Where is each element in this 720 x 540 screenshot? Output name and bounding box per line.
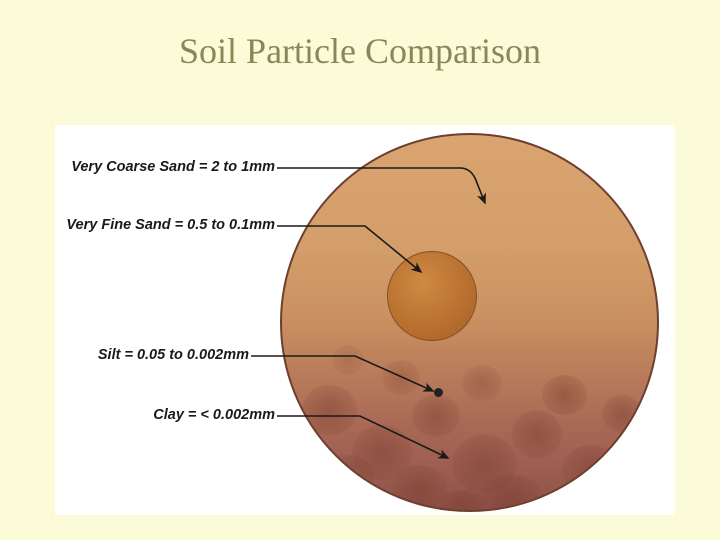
texture-blotch — [582, 465, 630, 505]
main-field-circle — [280, 133, 659, 512]
texture-blotch — [602, 395, 642, 433]
texture-blotch — [412, 395, 460, 437]
label-very-coarse-sand: Very Coarse Sand = 2 to 1mm — [71, 159, 275, 175]
texture-blotch — [382, 360, 420, 395]
texture-blotch — [482, 475, 542, 512]
texture-blotch — [302, 385, 357, 435]
texture-blotch — [322, 455, 374, 500]
diagram-container: Very Coarse Sand = 2 to 1mm Very Fine Sa… — [55, 125, 675, 515]
silt-particle — [434, 388, 443, 397]
texture-blotch — [332, 345, 364, 375]
label-clay: Clay = < 0.002mm — [153, 407, 275, 423]
page-title: Soil Particle Comparison — [0, 30, 720, 72]
texture-blotch — [437, 490, 487, 512]
texture-blotch — [542, 375, 587, 415]
label-silt: Silt = 0.05 to 0.002mm — [98, 347, 249, 363]
texture-blotch — [512, 410, 562, 458]
label-very-fine-sand: Very Fine Sand = 0.5 to 0.1mm — [66, 217, 275, 233]
texture-blotch — [462, 365, 502, 401]
very-fine-sand-particle — [387, 251, 477, 341]
